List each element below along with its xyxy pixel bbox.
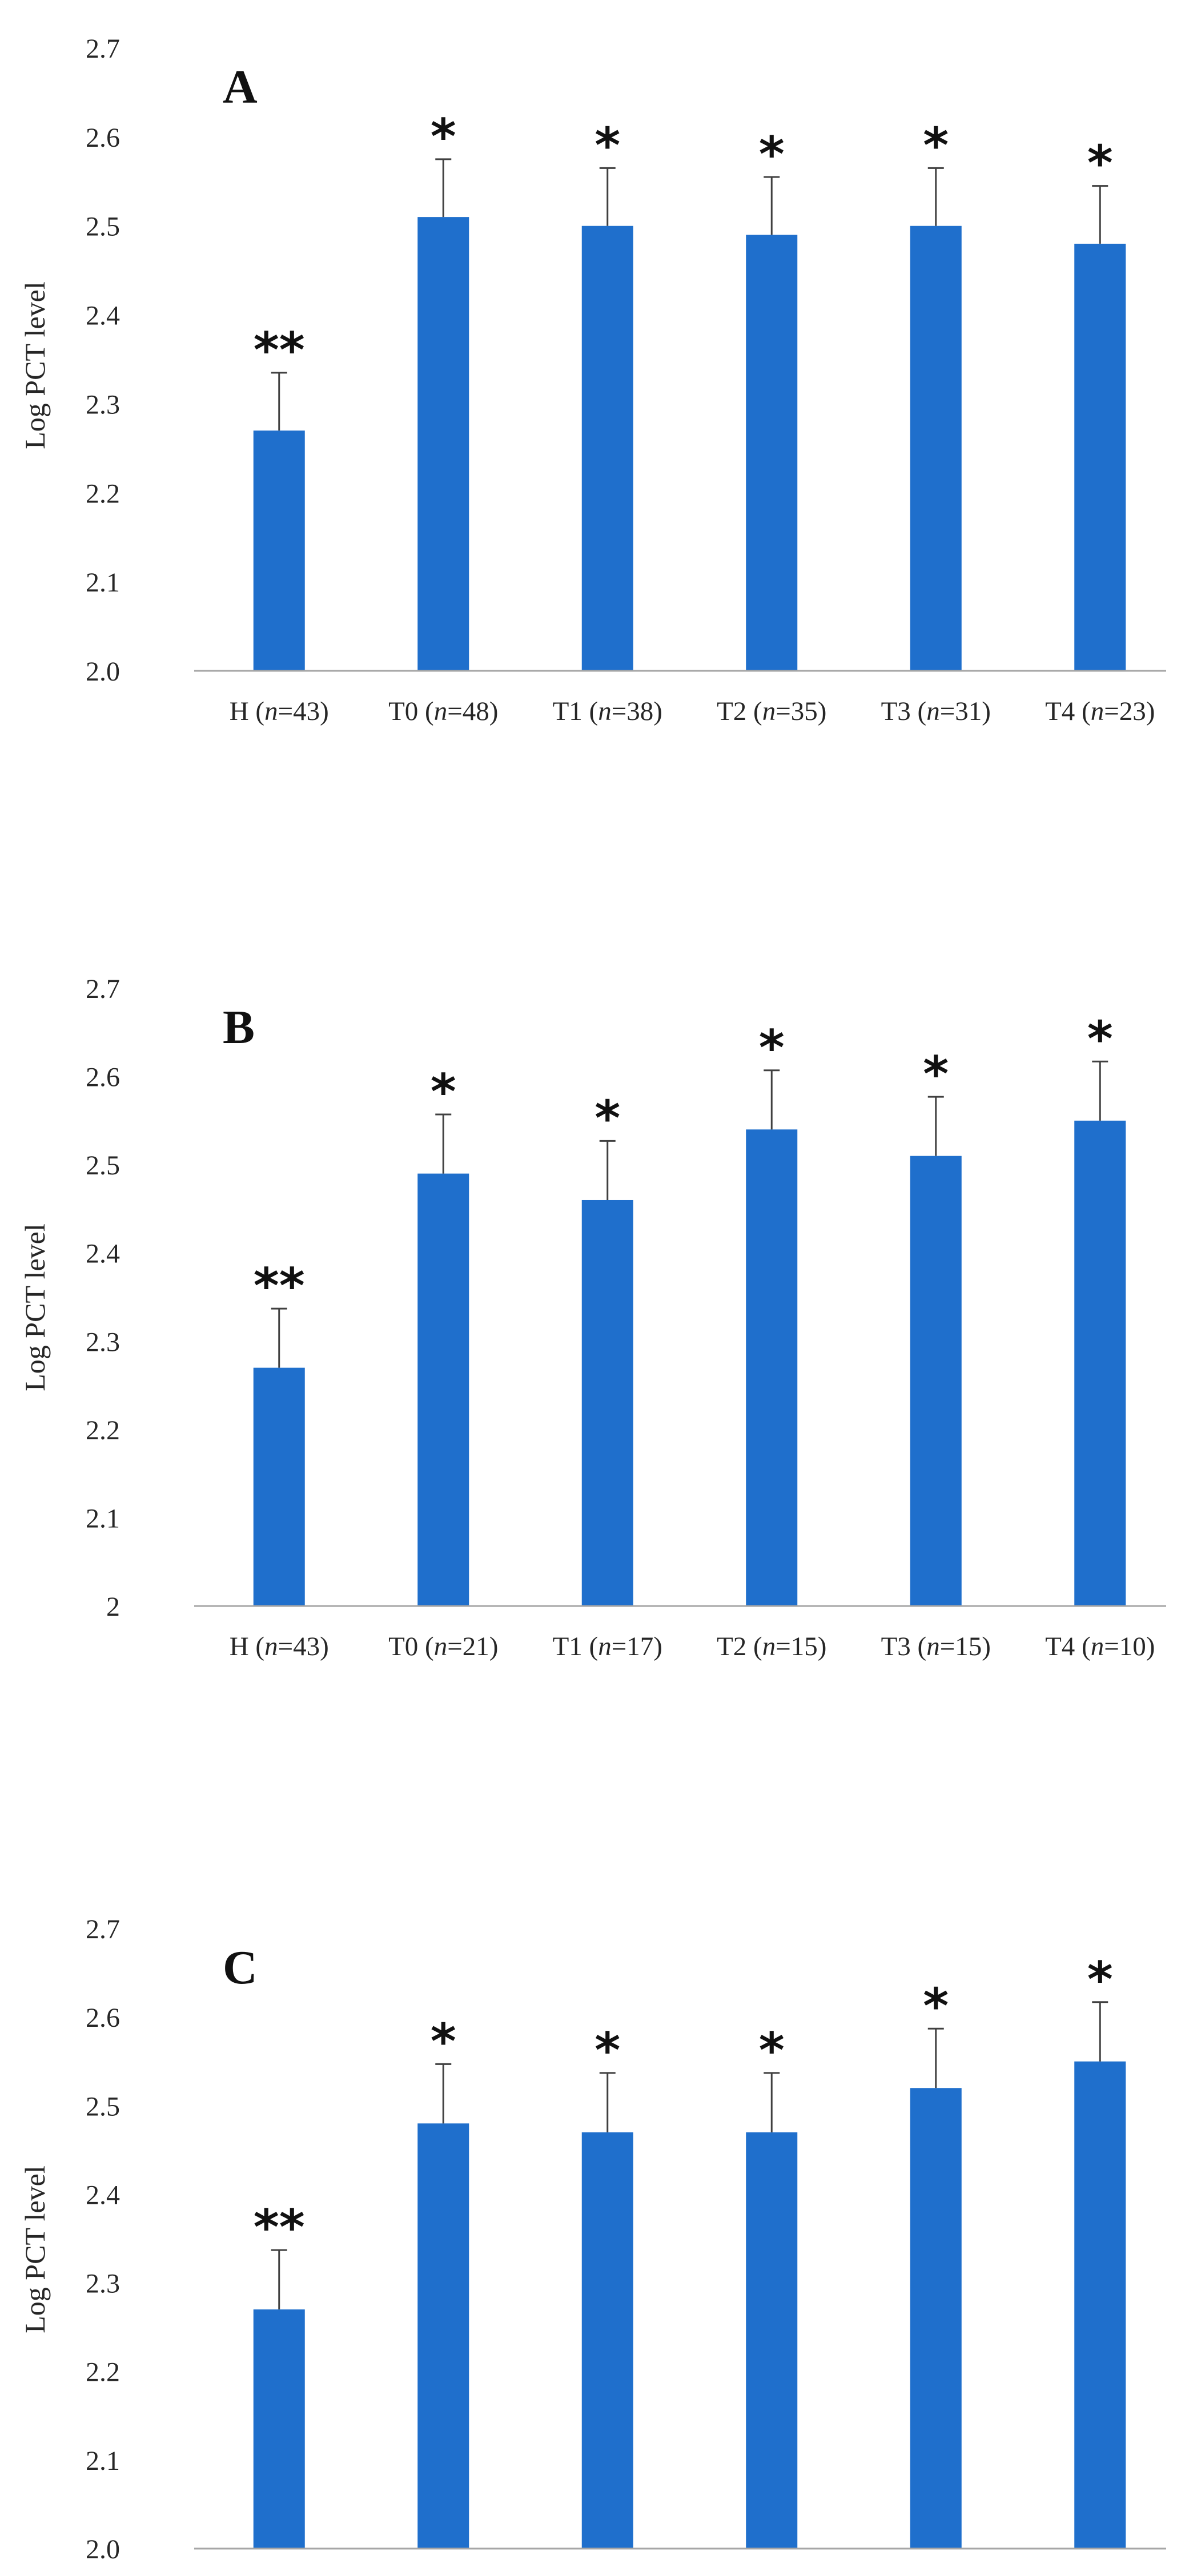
bar (910, 1156, 962, 1606)
category-label: T4 (n=23) (1045, 697, 1155, 726)
category-label: H (n=43) (230, 1632, 329, 1661)
category-label: T0 (n=27) (388, 2574, 498, 2576)
significance-marker: * (594, 2022, 620, 2079)
significance-marker: * (431, 2013, 456, 2070)
category-label: T1 (n=17) (553, 1632, 662, 1661)
y-tick-label: 2.2 (86, 478, 120, 509)
significance-marker: * (923, 1978, 949, 2035)
bar (1074, 1120, 1126, 1606)
category-label: H (n=43) (230, 697, 329, 726)
category-label: T1 (n=21) (553, 2574, 662, 2576)
y-tick-label: 2.4 (86, 2180, 120, 2210)
significance-marker: * (1087, 1011, 1113, 1068)
y-tick-label: 2.2 (86, 1415, 120, 1446)
significance-marker: * (759, 2022, 785, 2079)
category-label: T4 (n=13) (1045, 2574, 1155, 2576)
significance-marker: * (923, 117, 949, 174)
bar (1074, 243, 1126, 671)
significance-marker: * (431, 1064, 456, 1121)
y-tick-label: 2.1 (86, 1503, 120, 1533)
bar (417, 2123, 469, 2549)
bar (746, 235, 798, 671)
y-tick-label: 2.2 (86, 2357, 120, 2388)
y-tick-label: 2.4 (86, 1239, 120, 1269)
category-label: T3 (n=15) (881, 1632, 991, 1661)
significance-marker: * (431, 108, 456, 166)
category-label: T4 (n=10) (1045, 1632, 1155, 1661)
y-tick-label: 2.6 (86, 2003, 120, 2033)
panel-label: A (223, 61, 258, 114)
category-label: T3 (n=31) (881, 697, 991, 726)
y-axis-title: Log PCT level (19, 1223, 51, 1391)
bar (417, 217, 469, 671)
significance-marker: ** (254, 1258, 305, 1315)
y-tick-label: 2.1 (86, 567, 120, 598)
significance-marker: * (759, 126, 785, 183)
y-tick-label: 2.6 (86, 1062, 120, 1093)
y-tick-label: 2.3 (86, 2269, 120, 2299)
bar (417, 1173, 469, 1606)
bar (746, 1129, 798, 1606)
bar (910, 226, 962, 671)
significance-marker: * (594, 1090, 620, 1147)
category-label: T2 (n=20) (717, 2574, 826, 2576)
bar (581, 2132, 633, 2549)
significance-marker: * (1087, 1951, 1113, 2009)
significance-marker: * (759, 1020, 785, 1077)
y-axis-title: Log PCT level (19, 281, 51, 449)
panel-label: B (223, 1001, 255, 1054)
bar (910, 2088, 962, 2549)
bar (581, 1200, 633, 1606)
y-tick-label: 2.3 (86, 389, 120, 420)
bar (746, 2132, 798, 2549)
category-label: H (n=43) (230, 2574, 329, 2576)
bar (1074, 2061, 1126, 2549)
significance-marker: * (1087, 135, 1113, 192)
category-label: T0 (n=48) (388, 697, 498, 726)
significance-marker: ** (254, 2199, 305, 2256)
y-tick-label: 2.6 (86, 123, 120, 153)
significance-marker: ** (254, 322, 305, 379)
y-tick-label: 2.4 (86, 301, 120, 331)
y-tick-label: 2.5 (86, 2091, 120, 2122)
y-tick-label: 2.5 (86, 212, 120, 242)
y-tick-label: 2.1 (86, 2446, 120, 2476)
significance-marker: * (594, 117, 620, 174)
y-tick-label: 2.0 (86, 657, 120, 687)
category-label: T2 (n=35) (717, 697, 826, 726)
y-axis-title: Log PCT level (19, 2166, 51, 2333)
bar (253, 2309, 305, 2549)
significance-marker: * (923, 1046, 949, 1103)
bar (253, 430, 305, 671)
y-tick-label: 2.7 (86, 974, 120, 1004)
y-tick-label: 2.7 (86, 1914, 120, 1945)
bar (253, 1367, 305, 1606)
y-tick-label: 2 (106, 1592, 120, 1622)
y-tick-label: 2.3 (86, 1327, 120, 1357)
category-label: T2 (n=15) (717, 1632, 826, 1661)
category-label: T1 (n=38) (553, 697, 662, 726)
bar (581, 226, 633, 671)
category-label: T3 (n=16) (881, 2574, 991, 2576)
y-tick-label: 2.0 (86, 2534, 120, 2565)
y-tick-label: 2.5 (86, 1150, 120, 1181)
panel-label: C (223, 1941, 258, 1994)
category-label: T0 (n=21) (388, 1632, 498, 1661)
y-tick-label: 2.7 (86, 34, 120, 64)
